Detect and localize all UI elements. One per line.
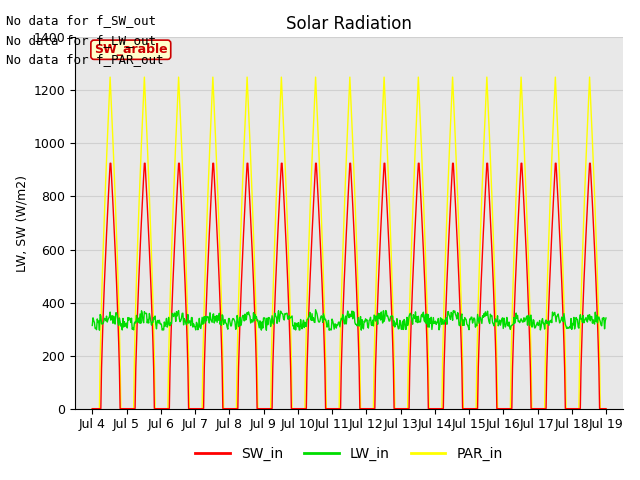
- Text: No data for f_SW_out: No data for f_SW_out: [6, 14, 156, 27]
- Title: Solar Radiation: Solar Radiation: [286, 15, 412, 33]
- Text: No data for f_LW_out: No data for f_LW_out: [6, 34, 156, 47]
- Y-axis label: LW, SW (W/m2): LW, SW (W/m2): [15, 175, 28, 272]
- Legend: SW_in, LW_in, PAR_in: SW_in, LW_in, PAR_in: [190, 442, 508, 467]
- Text: SW_arable: SW_arable: [94, 43, 168, 56]
- Text: No data for f_PAR_out: No data for f_PAR_out: [6, 53, 164, 66]
